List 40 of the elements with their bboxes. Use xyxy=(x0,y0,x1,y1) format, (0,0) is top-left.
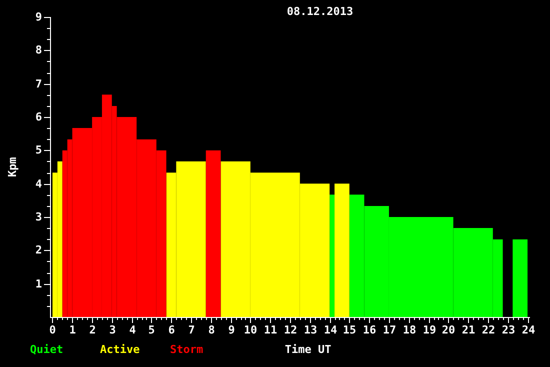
x-tick-label: 14 xyxy=(324,323,338,336)
y-axis-title: Kpm xyxy=(6,156,19,177)
x-tick-label: 3 xyxy=(109,323,116,336)
y-tick-label: 9 xyxy=(35,10,42,24)
x-tick-label: 15 xyxy=(342,323,356,336)
text: Quiet xyxy=(30,342,64,356)
x-tick-label: 2 xyxy=(89,323,96,336)
x-tick-label: 20 xyxy=(442,323,456,336)
chart-title: 08.12.2013 xyxy=(286,4,354,18)
x-tick-label: 22 xyxy=(482,323,496,336)
y-tick-label: 1 xyxy=(35,277,42,290)
x-tick-label: 7 xyxy=(188,323,195,336)
y-tick-label: 4 xyxy=(35,177,42,190)
x-tick-label: 12 xyxy=(284,323,298,336)
x-tick-label: 23 xyxy=(502,323,516,336)
text: Storm xyxy=(170,342,204,356)
y-tick-label: 8 xyxy=(35,43,42,56)
x-tick-label: 18 xyxy=(402,323,416,336)
x-tick-label: 19 xyxy=(422,323,436,336)
y-tick-label: 7 xyxy=(35,77,42,90)
x-tick-label: 6 xyxy=(168,323,176,336)
x-tick-label: 1 xyxy=(69,323,76,336)
x-tick-label: 5 xyxy=(148,323,155,336)
x-tick-label: 4 xyxy=(129,323,136,336)
x-tick-label: 10 xyxy=(244,323,258,336)
x-tick-label: 16 xyxy=(362,323,376,336)
x-tick-label: 13 xyxy=(304,323,318,336)
x-tick-label: 8 xyxy=(208,323,215,336)
x-tick-label: 17 xyxy=(382,323,396,336)
x-tick-label: 9 xyxy=(228,323,235,336)
y-tick-label: 5 xyxy=(35,143,42,156)
text: Active xyxy=(100,342,140,356)
x-axis-title: Time UT xyxy=(284,342,332,356)
y-tick-label: 3 xyxy=(35,210,42,224)
x-tick-label: 21 xyxy=(462,323,476,336)
y-tick-label: 2 xyxy=(35,243,42,256)
x-tick-label: 0 xyxy=(49,323,56,336)
x-tick-label: 24 xyxy=(522,323,536,336)
x-tick-label: 11 xyxy=(264,323,278,336)
y-tick-label: 6 xyxy=(35,110,42,124)
